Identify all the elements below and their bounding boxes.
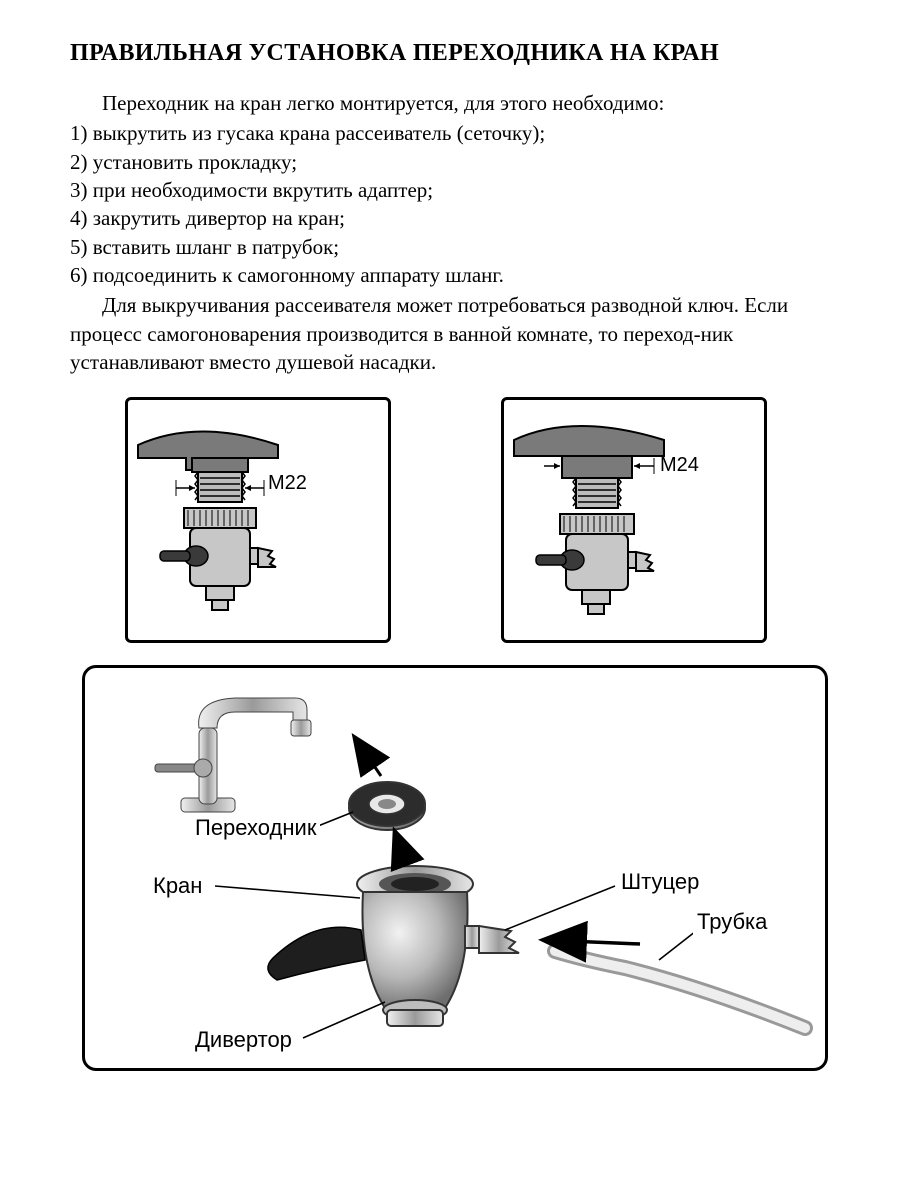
- faucet-icon: [155, 698, 311, 812]
- label-faucet: Кран: [149, 872, 206, 900]
- label-tube: Трубка: [693, 908, 771, 936]
- step-3: 3) при необходимости вкрутить адаптер;: [70, 176, 840, 204]
- label-fitting: Штуцер: [617, 868, 703, 896]
- thread-diagrams-row: M22: [70, 397, 840, 643]
- m24-label: M24: [660, 454, 699, 477]
- adapter-icon: [349, 782, 425, 830]
- assembly-diagram: Переходник Кран Дивертор Штуцер Трубка: [82, 665, 828, 1071]
- step-6: 6) подсоединить к самогонному аппарату ш…: [70, 261, 840, 289]
- label-adapter: Переходник: [191, 814, 320, 842]
- instruction-page: ПРАВИЛЬНАЯ УСТАНОВКА ПЕРЕХОДНИКА НА КРАН…: [0, 0, 900, 1200]
- intro-text: Переходник на кран легко монтируется, дл…: [70, 89, 840, 117]
- diverter-icon: [268, 866, 519, 1026]
- note-text: Для выкручивания рассеивателя может потр…: [70, 291, 840, 376]
- diagram-m24-svg: [504, 400, 764, 640]
- step-4: 4) закрутить дивертор на кран;: [70, 204, 840, 232]
- label-diverter: Дивертор: [191, 1026, 296, 1054]
- page-title: ПРАВИЛЬНАЯ УСТАНОВКА ПЕРЕХОДНИКА НА КРАН: [70, 40, 840, 67]
- step-1: 1) выкрутить из гусака крана рассеивател…: [70, 119, 840, 147]
- assembly-svg: [85, 668, 825, 1068]
- diagram-m22-svg: [128, 400, 388, 640]
- step-5: 5) вставить шланг в патрубок;: [70, 233, 840, 261]
- m22-label: M22: [268, 472, 307, 495]
- step-2: 2) установить прокладку;: [70, 148, 840, 176]
- diagram-m22: M22: [125, 397, 391, 643]
- diagram-m24: M24: [501, 397, 767, 643]
